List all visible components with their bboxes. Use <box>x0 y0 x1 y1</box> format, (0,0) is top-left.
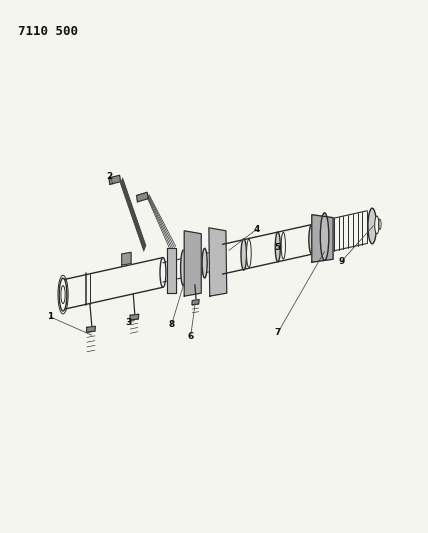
Ellipse shape <box>59 278 67 311</box>
Text: 2: 2 <box>107 172 113 181</box>
Ellipse shape <box>275 232 280 262</box>
Ellipse shape <box>160 257 166 287</box>
Text: 7: 7 <box>275 328 281 337</box>
Ellipse shape <box>193 250 197 281</box>
Text: 3: 3 <box>126 318 132 327</box>
Text: 4: 4 <box>253 225 260 234</box>
Polygon shape <box>209 228 227 296</box>
Ellipse shape <box>61 286 65 303</box>
Polygon shape <box>312 215 333 262</box>
Text: 1: 1 <box>47 312 54 321</box>
Ellipse shape <box>241 239 247 270</box>
Ellipse shape <box>181 250 186 286</box>
Polygon shape <box>109 175 120 184</box>
Text: 5: 5 <box>275 244 281 253</box>
Polygon shape <box>167 248 176 293</box>
Polygon shape <box>137 192 148 202</box>
Text: 8: 8 <box>168 320 175 329</box>
Ellipse shape <box>368 208 377 244</box>
Ellipse shape <box>202 248 207 278</box>
Polygon shape <box>86 326 95 332</box>
Ellipse shape <box>281 232 285 259</box>
Ellipse shape <box>247 239 251 268</box>
Text: 6: 6 <box>187 332 194 341</box>
Ellipse shape <box>309 224 315 254</box>
Polygon shape <box>192 300 199 305</box>
Text: 9: 9 <box>339 257 345 265</box>
Polygon shape <box>122 252 131 265</box>
Polygon shape <box>184 231 201 296</box>
Ellipse shape <box>320 213 329 260</box>
Polygon shape <box>130 314 139 320</box>
Ellipse shape <box>375 216 379 234</box>
Text: 7110 500: 7110 500 <box>18 25 78 38</box>
